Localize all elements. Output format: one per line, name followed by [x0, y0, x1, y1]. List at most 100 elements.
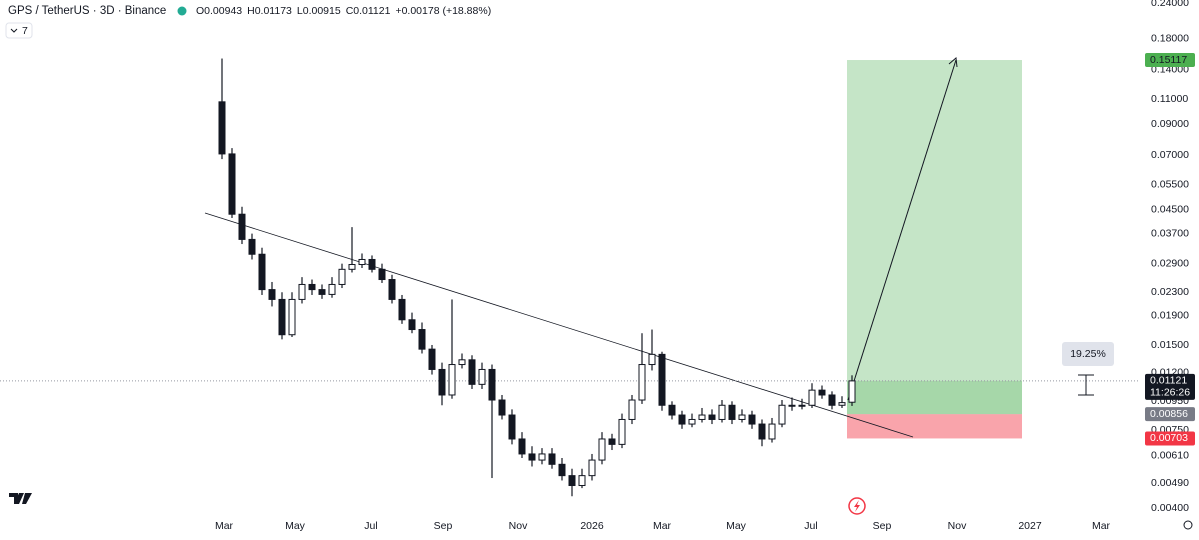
candle-body — [638, 364, 646, 401]
lightning-icon[interactable] — [848, 497, 866, 515]
trendline — [204, 212, 914, 438]
legend-value: C0.01121 — [346, 5, 391, 17]
x-tick-label: May — [285, 520, 306, 532]
y-tick-label: 0.04500 — [1151, 203, 1189, 215]
candle-body — [568, 475, 576, 487]
candle-body — [758, 423, 766, 440]
candle-body — [608, 438, 616, 445]
y-tick-label: 0.03700 — [1151, 227, 1189, 239]
candle-body — [688, 418, 696, 425]
candle-body — [528, 453, 536, 461]
candle-body — [808, 389, 816, 406]
indicator-count: 7 — [22, 25, 28, 37]
candle-body — [718, 404, 726, 420]
candle-body — [518, 438, 526, 455]
candle-body — [508, 414, 516, 440]
candle-body — [428, 348, 436, 370]
legend-value: O0.00943 — [196, 5, 242, 17]
candle-body — [438, 368, 446, 396]
indicator-toggle[interactable] — [5, 22, 33, 39]
candle-body — [828, 394, 836, 406]
x-tick-label: 2026 — [580, 520, 604, 532]
candle-body — [768, 423, 776, 440]
candle-body — [488, 368, 496, 401]
candle-body — [778, 404, 786, 425]
candle-body — [658, 353, 666, 406]
candle-body — [388, 279, 396, 300]
stop-tag-bg — [1145, 431, 1195, 446]
y-tick-label: 0.24000 — [1151, 0, 1189, 9]
measure-label: 19.25% — [1070, 348, 1106, 360]
candle-body — [348, 264, 356, 270]
candle-body — [798, 404, 806, 407]
candle-body — [618, 418, 626, 445]
ohlc-legend: O0.00943 H0.01173 L0.00915 C0.01121 +0.00178… — [196, 5, 491, 17]
candle-body — [338, 268, 346, 285]
legend-value: +0.00178 (+18.88%) — [395, 5, 491, 17]
y-tick-label: 0.18000 — [1151, 32, 1189, 44]
candle-body — [628, 399, 636, 420]
candle-body — [708, 414, 716, 420]
chevron — [10, 28, 18, 33]
candle-body — [238, 213, 246, 240]
x-tick-label: Nov — [948, 520, 967, 532]
y-tick-label: 0.00490 — [1151, 477, 1189, 489]
stop-tag: 0.00703 — [1150, 432, 1188, 444]
candle-body — [648, 353, 656, 366]
candle-body — [598, 438, 606, 461]
x-tick-label: Mar — [1092, 520, 1111, 532]
active-zone — [847, 380, 1022, 415]
candle-body — [678, 414, 686, 425]
candle-body — [398, 298, 406, 321]
legend-value: L0.00915 — [297, 5, 341, 17]
candle-body — [538, 453, 546, 461]
symbol: GPS / TetherUS · 3D · Binance — [8, 5, 166, 17]
candle-body — [408, 319, 416, 331]
candle-body — [378, 268, 386, 281]
y-tick-label: 0.00400 — [1151, 502, 1189, 514]
x-tick-label: Mar — [215, 520, 234, 532]
y-tick-label: 0.02300 — [1151, 286, 1189, 298]
y-tick-label: 0.11000 — [1151, 93, 1188, 105]
candle-body — [218, 101, 226, 155]
candle-body — [578, 475, 586, 487]
status-dot — [177, 6, 187, 16]
x-tick-label: Jul — [364, 520, 377, 532]
candle-body — [248, 238, 256, 255]
y-tick-label: 0.01500 — [1151, 339, 1189, 351]
y-tick-label: 0.07000 — [1151, 149, 1189, 161]
x-tick-label: Sep — [873, 520, 892, 532]
candle-body — [358, 258, 366, 266]
candle-body — [328, 283, 336, 295]
y-tick-label: 0.09000 — [1151, 118, 1189, 130]
candle-body — [818, 389, 826, 396]
candle-body — [548, 453, 556, 465]
candle-body — [308, 283, 316, 291]
tv-logo — [9, 493, 32, 504]
x-tick-label: 2027 — [1018, 520, 1042, 532]
candle-body — [468, 359, 476, 385]
candle-body — [418, 329, 426, 350]
target-tag-bg — [1145, 53, 1195, 68]
measure-bracket — [1078, 374, 1094, 396]
plot-area — [0, 57, 1140, 497]
candle-body — [588, 459, 596, 477]
settings[interactable] — [1183, 520, 1193, 530]
candle-body — [458, 359, 466, 366]
arrow-head — [948, 57, 958, 68]
candle-body — [288, 298, 296, 336]
measure-box — [1062, 342, 1114, 366]
candle-body — [448, 364, 456, 396]
x-tick-label: Nov — [509, 520, 528, 532]
x-tick-label: Sep — [434, 520, 453, 532]
x-tick-label: Mar — [653, 520, 672, 532]
y-tick-label: 0.05500 — [1151, 179, 1189, 191]
countdown: 11:26:26 — [1150, 387, 1190, 399]
candle-body — [698, 414, 706, 420]
candle-body — [228, 153, 236, 215]
candle-body — [258, 253, 266, 291]
projection-arrow — [847, 59, 957, 401]
last-price: 0.01121 — [1150, 375, 1187, 387]
